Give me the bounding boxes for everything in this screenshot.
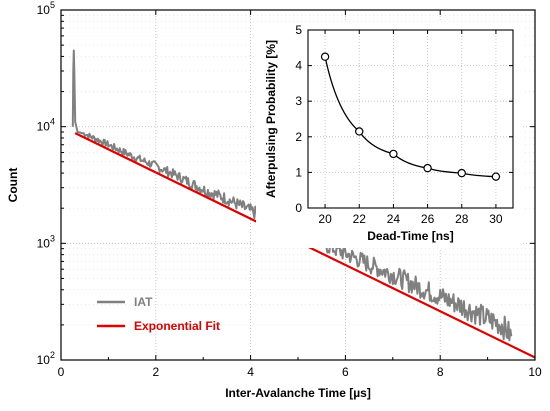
main-x-tick-label: 0 xyxy=(58,365,65,379)
inset-plot-area xyxy=(308,30,513,208)
inset-y-tick-label: 3 xyxy=(295,94,302,108)
inset-data-point xyxy=(423,163,432,173)
inset-y-tick-label: 5 xyxy=(295,23,302,37)
inset-x-axis-title: Dead-Time [ns] xyxy=(367,229,453,243)
main-x-tick-label: 2 xyxy=(152,365,159,379)
inset-y-tick-label: 1 xyxy=(295,165,302,179)
main-y-axis-title: Count xyxy=(6,168,20,203)
inset-x-tick-label: 24 xyxy=(387,212,401,226)
main-y-tick-label: 102 xyxy=(37,350,55,367)
main-y-tick-label: 105 xyxy=(37,0,55,17)
inset-plot-frame xyxy=(307,29,514,209)
inset-x-tick-label: 26 xyxy=(421,212,435,226)
main-x-tick-label: 8 xyxy=(437,365,444,379)
main-x-tick-label: 10 xyxy=(528,365,542,379)
main-y-tick-label: 104 xyxy=(37,117,55,134)
inset-y-axis-title: Afterpulsing Probability [%] xyxy=(264,40,278,198)
inset-data-point xyxy=(320,52,330,61)
inset-data-point xyxy=(355,127,364,136)
legend-label: Exponential Fit xyxy=(134,319,220,333)
main-x-axis-title: Inter-Avalanche Time [µs] xyxy=(225,386,371,400)
inset-x-tick-label: 22 xyxy=(353,212,367,226)
inset-data-point xyxy=(457,168,466,178)
main-x-tick-label: 6 xyxy=(342,365,349,379)
inset-data-point xyxy=(491,172,501,181)
legend-label: IAT xyxy=(134,295,153,309)
inset-x-tick-label: 28 xyxy=(455,212,469,226)
inset-y-tick-label: 4 xyxy=(295,59,302,73)
inset-x-tick-label: 30 xyxy=(489,212,503,226)
inset-x-tick-label: 20 xyxy=(318,212,332,226)
inset-y-tick-label: 0 xyxy=(295,201,302,215)
main-x-tick-label: 4 xyxy=(247,365,254,379)
inset-data-point xyxy=(389,149,398,159)
main-y-tick-label: 103 xyxy=(37,233,55,250)
inset-y-tick-label: 2 xyxy=(295,130,302,144)
